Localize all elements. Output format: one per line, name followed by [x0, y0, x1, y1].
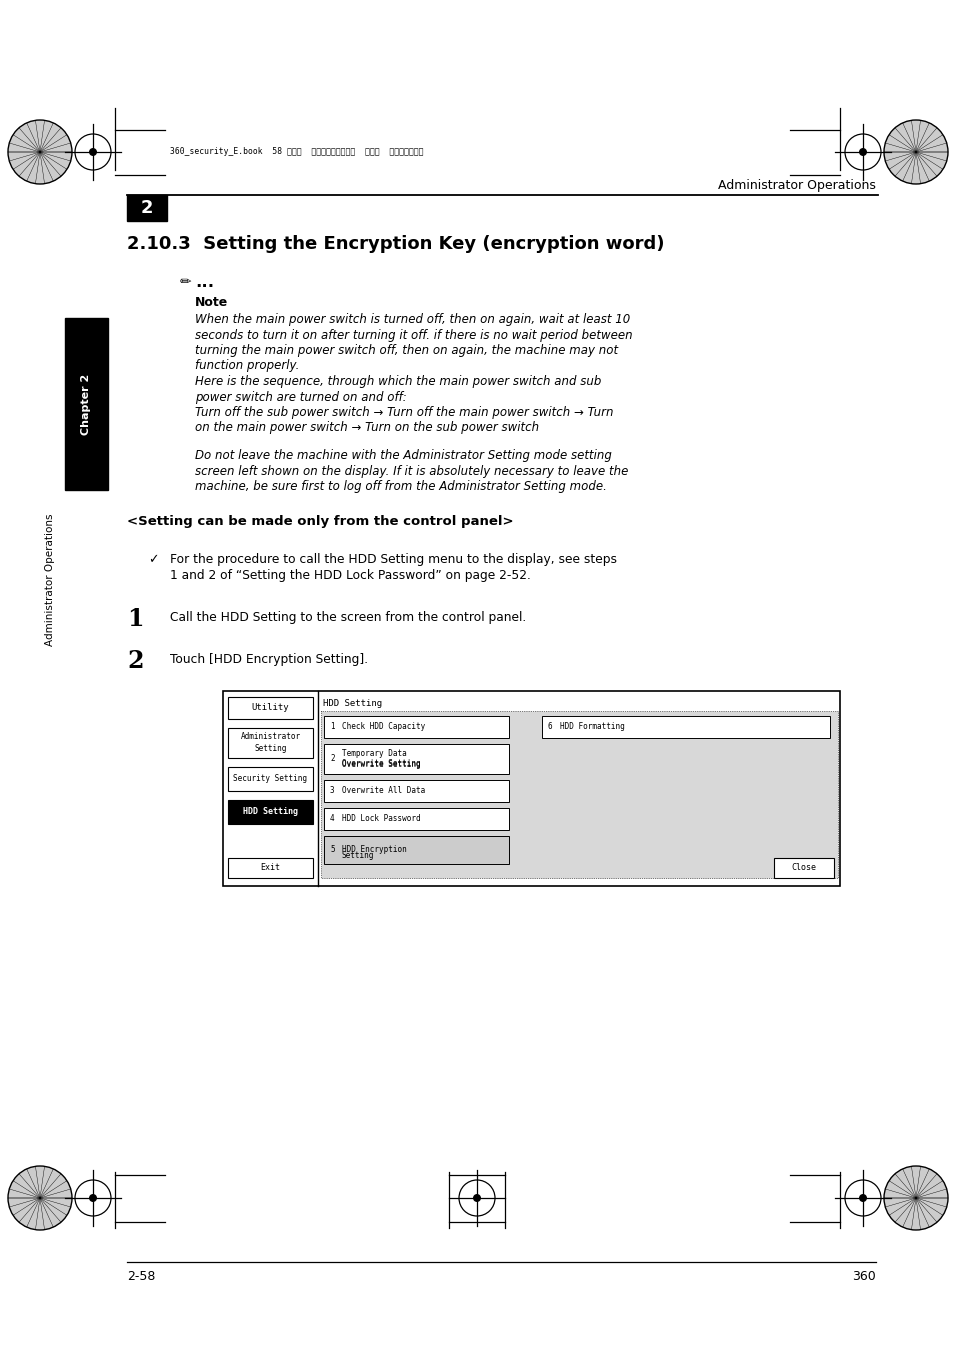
Text: 360: 360: [851, 1270, 875, 1282]
Text: 360_security_E.book  58 ページ  ２００７年３月７日  水曜日  午後２時５０分: 360_security_E.book 58 ページ ２００７年３月７日 水曜日…: [170, 147, 423, 157]
Bar: [228, 799, 313, 824]
Text: HDD Encryption: HDD Encryption: [341, 845, 406, 855]
Text: Call the HDD Setting to the screen from the control panel.: Call the HDD Setting to the screen from …: [170, 610, 526, 624]
Bar: [127, 194, 167, 221]
Text: Security Setting: Security Setting: [233, 774, 307, 783]
Text: 2: 2: [330, 755, 335, 763]
Text: ..: ..: [231, 724, 239, 729]
Text: 5: 5: [330, 845, 335, 855]
Bar: [228, 728, 313, 757]
Circle shape: [858, 1193, 866, 1202]
Text: Utility: Utility: [252, 703, 289, 711]
Text: For the procedure to call the HDD Setting menu to the display, see steps: For the procedure to call the HDD Settin…: [170, 554, 617, 567]
Text: power switch are turned on and off:: power switch are turned on and off:: [194, 390, 406, 404]
Text: 2: 2: [127, 648, 143, 672]
Text: Overwrite All Data: Overwrite All Data: [341, 786, 425, 795]
Bar: [228, 857, 313, 878]
Text: Turn off the sub power switch → Turn off the main power switch → Turn: Turn off the sub power switch → Turn off…: [194, 406, 613, 418]
Circle shape: [89, 1193, 97, 1202]
Text: Note: Note: [194, 296, 228, 309]
Text: HDD Setting: HDD Setting: [323, 698, 382, 707]
Text: Close: Close: [791, 863, 816, 872]
Text: Administrator Operations: Administrator Operations: [718, 180, 875, 192]
Text: HDD Setting: HDD Setting: [243, 807, 297, 815]
Text: Do not leave the machine with the Administrator Setting mode setting: Do not leave the machine with the Admini…: [194, 450, 611, 462]
Text: Setting: Setting: [341, 850, 374, 860]
Text: 1: 1: [330, 722, 335, 730]
Text: 6: 6: [547, 722, 552, 730]
Circle shape: [883, 1166, 947, 1230]
Bar: [324, 779, 509, 802]
Circle shape: [89, 148, 97, 157]
Text: 4: 4: [330, 814, 335, 824]
Text: 2.10.3  Setting the Encryption Key (encryption word): 2.10.3 Setting the Encryption Key (encry…: [127, 235, 664, 252]
Bar: [320, 710, 837, 878]
Text: machine, be sure first to log off from the Administrator Setting mode.: machine, be sure first to log off from t…: [194, 481, 606, 493]
Bar: [324, 716, 509, 737]
Text: ..: ..: [231, 763, 239, 768]
Text: Touch [HDD Encryption Setting].: Touch [HDD Encryption Setting].: [170, 652, 368, 666]
Text: Here is the sequence, through which the main power switch and sub: Here is the sequence, through which the …: [194, 375, 600, 387]
Circle shape: [8, 1166, 71, 1230]
Circle shape: [473, 1193, 480, 1202]
Text: ✓: ✓: [148, 554, 158, 567]
Bar: [324, 836, 509, 864]
Circle shape: [858, 148, 866, 157]
Bar: [324, 807, 509, 829]
Text: Chapter 2: Chapter 2: [81, 374, 91, 435]
Text: Temporary Data
Overwrite Setting: Temporary Data Overwrite Setting: [341, 749, 420, 768]
Text: function properly.: function properly.: [194, 359, 299, 373]
Bar: [228, 697, 313, 718]
Text: Check HDD Capacity: Check HDD Capacity: [341, 722, 425, 730]
Text: <Setting can be made only from the control panel>: <Setting can be made only from the contr…: [127, 516, 513, 528]
Circle shape: [8, 120, 71, 184]
Text: 3: 3: [330, 786, 335, 795]
Circle shape: [883, 120, 947, 184]
Bar: [324, 744, 509, 774]
Text: ..: ..: [231, 795, 239, 802]
Text: Exit: Exit: [260, 863, 280, 872]
Text: HDD Lock Password: HDD Lock Password: [341, 814, 420, 824]
Text: Administrator
Setting: Administrator Setting: [240, 733, 300, 752]
Text: 2-58: 2-58: [127, 1270, 155, 1282]
Text: When the main power switch is turned off, then on again, wait at least 10: When the main power switch is turned off…: [194, 313, 630, 325]
Text: turning the main power switch off, then on again, the machine may not: turning the main power switch off, then …: [194, 344, 618, 356]
Text: HDD Formatting: HDD Formatting: [559, 722, 624, 730]
Text: seconds to turn it on after turning it off. if there is no wait period between: seconds to turn it on after turning it o…: [194, 328, 632, 342]
Bar: [65, 319, 108, 490]
Text: Overwrite Setting: Overwrite Setting: [341, 760, 420, 770]
Text: 1 and 2 of “Setting the HDD Lock Password” on page 2-52.: 1 and 2 of “Setting the HDD Lock Passwor…: [170, 568, 530, 582]
Text: ...: ...: [194, 273, 213, 292]
Text: 2: 2: [141, 198, 153, 217]
Bar: [773, 857, 833, 878]
Text: 1: 1: [127, 606, 143, 630]
Text: screen left shown on the display. If it is absolutely necessary to leave the: screen left shown on the display. If it …: [194, 464, 628, 478]
Bar: [541, 716, 829, 737]
Bar: [228, 767, 313, 791]
Text: Administrator Operations: Administrator Operations: [45, 514, 55, 647]
Text: on the main power switch → Turn on the sub power switch: on the main power switch → Turn on the s…: [194, 421, 538, 435]
Bar: [223, 690, 840, 886]
Text: ✏: ✏: [180, 275, 192, 289]
